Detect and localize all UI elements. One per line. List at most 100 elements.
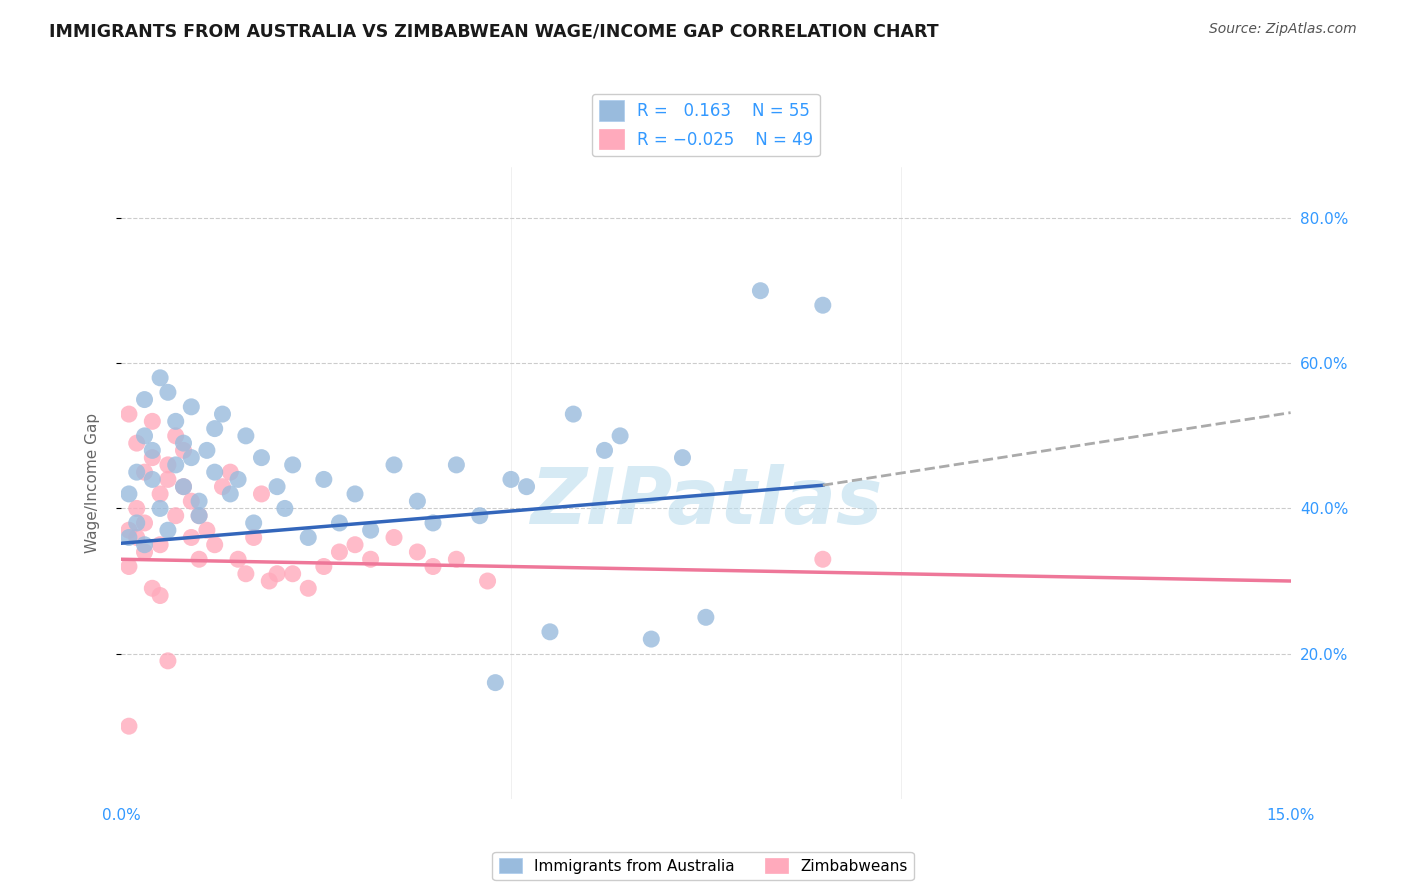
Point [165, 508, 187, 523]
Point [811, 298, 834, 312]
Point [188, 552, 211, 566]
Point [149, 538, 172, 552]
Point [749, 284, 772, 298]
Point [235, 429, 257, 443]
Point [204, 465, 226, 479]
Point [226, 472, 249, 486]
Point [211, 480, 233, 494]
Point [156, 654, 179, 668]
Text: IMMIGRANTS FROM AUSTRALIA VS ZIMBABWEAN WAGE/INCOME GAP CORRELATION CHART: IMMIGRANTS FROM AUSTRALIA VS ZIMBABWEAN … [49, 22, 939, 40]
Point [165, 414, 187, 428]
Point [156, 458, 179, 472]
Point [671, 450, 693, 465]
Point [382, 458, 405, 472]
Point [204, 538, 226, 552]
Point [149, 589, 172, 603]
Point [695, 610, 717, 624]
Point [640, 632, 662, 646]
Y-axis label: Wage/Income Gap: Wage/Income Gap [86, 413, 100, 553]
Point [173, 480, 195, 494]
Point [134, 538, 156, 552]
Point [312, 472, 335, 486]
Point [609, 429, 631, 443]
Point [516, 480, 538, 494]
Point [156, 523, 179, 537]
Point [195, 443, 218, 458]
Text: Source: ZipAtlas.com: Source: ZipAtlas.com [1209, 22, 1357, 37]
Point [173, 480, 195, 494]
Point [360, 523, 382, 537]
Point [219, 465, 242, 479]
Point [499, 472, 522, 486]
Point [266, 480, 288, 494]
Point [118, 559, 141, 574]
Point [134, 392, 156, 407]
Point [226, 552, 249, 566]
Point [141, 443, 163, 458]
Point [250, 450, 273, 465]
Point [165, 429, 187, 443]
Point [118, 487, 141, 501]
Point [328, 516, 350, 530]
Point [266, 566, 288, 581]
Point [259, 574, 281, 588]
Point [538, 624, 561, 639]
Point [297, 531, 319, 545]
Point [149, 371, 172, 385]
Point [134, 545, 156, 559]
Legend: R =   0.163    N = 55, R = −0.025    N = 49: R = 0.163 N = 55, R = −0.025 N = 49 [592, 94, 820, 156]
Point [134, 429, 156, 443]
Point [141, 582, 163, 596]
Point [188, 494, 211, 508]
Point [173, 436, 195, 450]
Point [312, 559, 335, 574]
Point [344, 538, 367, 552]
Point [134, 465, 156, 479]
Point [477, 574, 499, 588]
Point [281, 458, 304, 472]
Text: ZIPatlas: ZIPatlas [530, 464, 882, 540]
Point [118, 407, 141, 421]
Point [242, 516, 264, 530]
Point [180, 400, 202, 414]
Point [204, 421, 226, 435]
Point [173, 443, 195, 458]
Point [297, 582, 319, 596]
Point [562, 407, 585, 421]
Point [195, 523, 218, 537]
Point [446, 458, 468, 472]
Point [141, 414, 163, 428]
Point [118, 719, 141, 733]
Point [125, 465, 148, 479]
Point [281, 566, 304, 581]
Point [406, 545, 429, 559]
Point [180, 531, 202, 545]
Point [188, 508, 211, 523]
Point [125, 436, 148, 450]
Point [219, 487, 242, 501]
Point [422, 516, 444, 530]
Legend: Immigrants from Australia, Zimbabweans: Immigrants from Australia, Zimbabweans [492, 852, 914, 880]
Point [149, 501, 172, 516]
Point [125, 501, 148, 516]
Point [156, 472, 179, 486]
Point [242, 531, 264, 545]
Point [274, 501, 297, 516]
Point [211, 407, 233, 421]
Point [125, 516, 148, 530]
Point [328, 545, 350, 559]
Point [344, 487, 367, 501]
Point [180, 450, 202, 465]
Point [468, 508, 491, 523]
Point [149, 487, 172, 501]
Point [141, 450, 163, 465]
Point [382, 531, 405, 545]
Point [360, 552, 382, 566]
Point [484, 675, 506, 690]
Point [118, 523, 141, 537]
Point [118, 531, 141, 545]
Point [250, 487, 273, 501]
Point [811, 552, 834, 566]
Point [156, 385, 179, 400]
Point [235, 566, 257, 581]
